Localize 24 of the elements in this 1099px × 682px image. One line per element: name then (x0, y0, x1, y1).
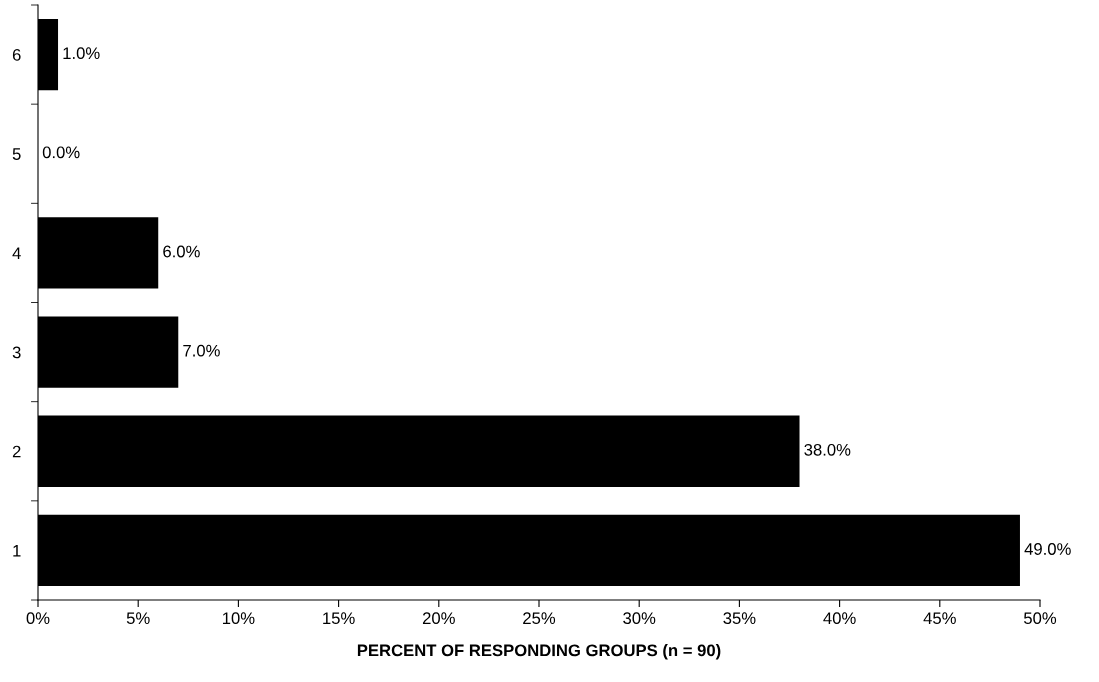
y-tick-label: 4 (12, 247, 21, 259)
x-tick-label: 0% (26, 612, 50, 625)
data-label: 6.0% (163, 245, 200, 258)
x-tick-label: 10% (222, 612, 255, 625)
y-tick-label: 3 (12, 346, 21, 359)
x-tick-label: 40% (823, 612, 856, 625)
y-tick-label: 1 (13, 544, 21, 557)
x-tick-label: 20% (422, 612, 455, 625)
y-tick-label: 2 (12, 445, 21, 458)
x-tick-label: 30% (623, 612, 656, 625)
x-tick-label: 35% (723, 612, 756, 625)
data-label: 1.0% (63, 47, 100, 60)
data-label: 7.0% (183, 344, 220, 357)
x-tick-label: 5% (126, 612, 150, 625)
data-label: 49.0% (1024, 543, 1071, 555)
x-tick-label: 25% (523, 612, 556, 625)
y-tick-label: 6 (12, 48, 21, 61)
x-axis-title: PERCENT OF RESPONDING GROUPS (n = 90) (357, 644, 721, 660)
x-tick-label: 50% (1023, 612, 1057, 625)
data-label: 38.0% (804, 443, 851, 456)
x-tick-label: 45% (923, 612, 956, 625)
data-label: 0.0% (42, 146, 80, 159)
y-tick-label: 5 (12, 148, 21, 160)
x-tick-label: 15% (323, 612, 355, 625)
